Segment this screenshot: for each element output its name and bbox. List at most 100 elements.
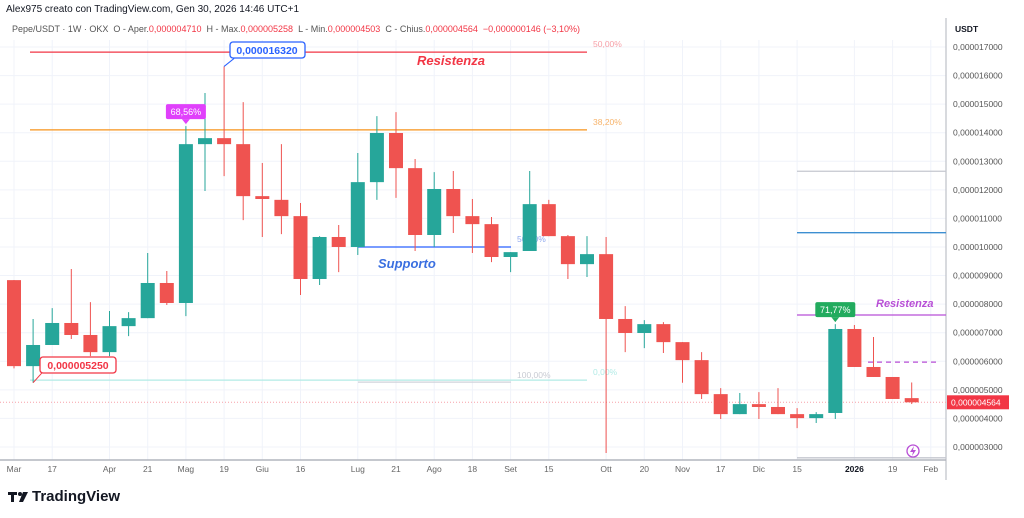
low-value: 0,000004503 <box>327 24 381 34</box>
y-tick-label: 0,000006000 <box>953 356 1003 366</box>
candle <box>599 236 614 453</box>
fib-100-label: 100,00% <box>517 370 551 380</box>
candle <box>618 306 633 353</box>
candle <box>828 324 843 419</box>
fib-50-label: 50,00% <box>593 39 622 49</box>
close-value: 0,000004564 <box>425 24 478 34</box>
candle <box>350 152 365 255</box>
tradingview-logo: TradingView <box>8 488 120 505</box>
x-tick-label: 15 <box>792 464 802 474</box>
candle-body <box>45 322 60 345</box>
candle-body <box>121 318 136 327</box>
y-tick-label: 0,000007000 <box>953 328 1003 338</box>
symbol[interactable]: Pepe/USDT · 1W · OKX <box>12 24 109 34</box>
candle <box>713 388 728 419</box>
candle-body <box>408 168 423 235</box>
x-tick-label: 17 <box>47 464 57 474</box>
lightning-icon-bolt <box>910 446 916 456</box>
y-tick-label: 0,000015000 <box>953 99 1003 109</box>
x-tick-label: Lug <box>351 464 365 474</box>
candle-body <box>255 196 270 199</box>
candle-body <box>656 324 671 343</box>
candle-body <box>713 394 728 415</box>
candle-body <box>675 342 690 361</box>
resistance-label: Resistenza <box>417 53 485 68</box>
candle <box>64 268 79 339</box>
candle-body <box>694 360 709 395</box>
candle-body <box>427 188 442 235</box>
candle-body <box>809 414 824 419</box>
candle-body <box>541 204 556 237</box>
candle-body <box>293 216 308 279</box>
candle <box>217 66 232 177</box>
candle <box>312 236 327 285</box>
candle-body <box>866 366 881 377</box>
x-tick-label: Ago <box>427 464 442 474</box>
x-tick-label: 15 <box>544 464 554 474</box>
x-tick-label: 18 <box>468 464 478 474</box>
logo-text: TradingView <box>32 488 121 505</box>
candle-body <box>312 236 327 279</box>
high-callout-text: 0,000016320 <box>236 45 297 57</box>
candle-body <box>522 204 537 251</box>
change-value: −0,000000146 (−3,10%) <box>482 24 581 34</box>
candle-body <box>771 406 785 415</box>
candle-body <box>198 138 212 145</box>
x-tick-label: 16 <box>296 464 306 474</box>
ohlc-legend: Pepe/USDT · 1W · OKX O - Aper.0,00000471… <box>12 24 580 34</box>
candle <box>178 126 193 317</box>
y-tick-label: 0,000008000 <box>953 299 1003 309</box>
last-price-text: 0,000004564 <box>951 397 1001 407</box>
candle <box>560 234 575 279</box>
candle-body <box>236 144 251 197</box>
candle <box>771 388 785 415</box>
candle <box>83 302 98 357</box>
high-callout-box <box>229 41 306 59</box>
lightning-icon[interactable] <box>906 444 920 458</box>
x-tick-label: 19 <box>888 464 898 474</box>
candle-body <box>580 254 594 265</box>
candle <box>541 199 556 237</box>
tag_71-text: 71,77% <box>820 305 851 315</box>
candle <box>45 308 60 345</box>
candle-body <box>732 404 747 415</box>
x-tick-label: 17 <box>716 464 726 474</box>
x-tick-label: Mag <box>178 464 195 474</box>
x-tick-label: Dic <box>753 464 766 474</box>
x-tick-label: 21 <box>391 464 401 474</box>
candle <box>102 310 117 357</box>
low-callout-pointer <box>32 372 43 384</box>
x-tick-label: 20 <box>640 464 650 474</box>
y-tick-label: 0,000003000 <box>953 442 1003 452</box>
candle-body <box>465 216 480 225</box>
tag_71-pointer <box>831 317 840 323</box>
candle-body <box>599 254 614 319</box>
candle-body <box>26 344 41 367</box>
candle-body <box>369 132 384 183</box>
candle-body <box>828 328 843 413</box>
tradingview-logo-icon <box>8 491 28 502</box>
high-value: 0,000005258 <box>240 24 294 34</box>
x-tick-label: 21 <box>143 464 153 474</box>
candle <box>369 116 384 200</box>
candle <box>408 158 423 251</box>
candle <box>904 382 919 405</box>
candle-body <box>637 324 652 333</box>
candle-body <box>350 182 365 247</box>
close-label: C - Chius. <box>385 24 426 34</box>
candle <box>484 216 499 263</box>
candle <box>389 112 403 198</box>
candle-body <box>446 188 461 217</box>
candle-body <box>560 236 575 265</box>
high-label: H - Max. <box>206 24 241 34</box>
candle-body <box>484 224 499 257</box>
high-callout-pointer <box>223 58 235 67</box>
x-tick-label: Apr <box>103 464 116 474</box>
candle <box>121 312 136 337</box>
candle-body <box>64 322 79 335</box>
candle-body <box>618 318 633 333</box>
candlestick-chart[interactable]: 0,000017000 0,000016000 0,000015000 0,00001… <box>0 0 1024 480</box>
candle-body <box>7 280 21 367</box>
fib-0-label: 0,00% <box>593 367 618 377</box>
candle <box>694 352 709 399</box>
